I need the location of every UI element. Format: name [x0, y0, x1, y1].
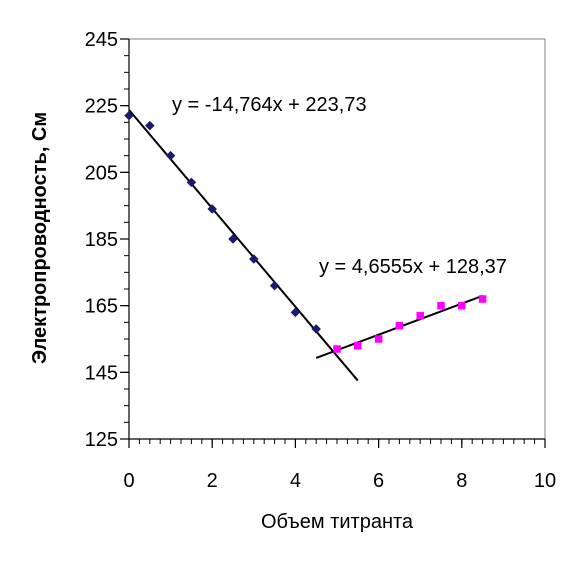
data-point-series-1	[165, 150, 176, 161]
x-axis-title: Объем титранта	[261, 511, 414, 533]
data-point-series-1	[269, 280, 280, 291]
y-tick-label: 125	[85, 429, 118, 451]
y-axis-ticks: 125 145 165 185 205 225 245	[85, 29, 129, 451]
x-tick-label: 10	[534, 470, 556, 492]
y-tick-label: 145	[85, 362, 118, 384]
y-axis-title: Электропроводность, См	[29, 112, 51, 364]
data-point-series-2	[395, 321, 404, 330]
data-point-series-1	[124, 110, 134, 121]
y-tick-label: 185	[85, 229, 118, 251]
data-point-series-2	[437, 301, 445, 310]
data-point-series-1	[144, 120, 155, 131]
plot-area	[128, 38, 546, 440]
data-point-series-2	[478, 295, 487, 303]
data-point-series-2	[333, 345, 341, 353]
data-point-series-1	[248, 254, 259, 264]
x-axis-ticks: 0 2 4 6 8 10	[123, 439, 556, 492]
data-point-series-1	[228, 234, 238, 244]
data-point-series-1	[186, 177, 197, 188]
equation-label-2: y = 4,6555x + 128,37	[319, 256, 507, 278]
data-point-series-1	[290, 307, 301, 318]
x-tick-label: 2	[207, 470, 218, 492]
data-point-series-1	[311, 324, 322, 334]
equation-label-1: y = -14,764x + 223,73	[172, 94, 367, 116]
y-tick-label: 225	[85, 96, 118, 118]
x-tick-label: 8	[456, 470, 467, 492]
data-point-series-2	[354, 341, 362, 350]
data-point-series-2	[374, 335, 383, 343]
data-point-series-2	[416, 311, 424, 320]
x-tick-label: 6	[373, 470, 384, 492]
y-tick-label: 245	[85, 29, 118, 51]
x-tick-label: 0	[123, 470, 134, 492]
data-point-series-2	[458, 301, 466, 310]
y-tick-label: 205	[85, 162, 118, 184]
data-points	[124, 110, 487, 353]
x-tick-label: 4	[290, 470, 301, 492]
y-tick-label: 165	[85, 296, 118, 318]
data-point-series-1	[207, 204, 218, 214]
